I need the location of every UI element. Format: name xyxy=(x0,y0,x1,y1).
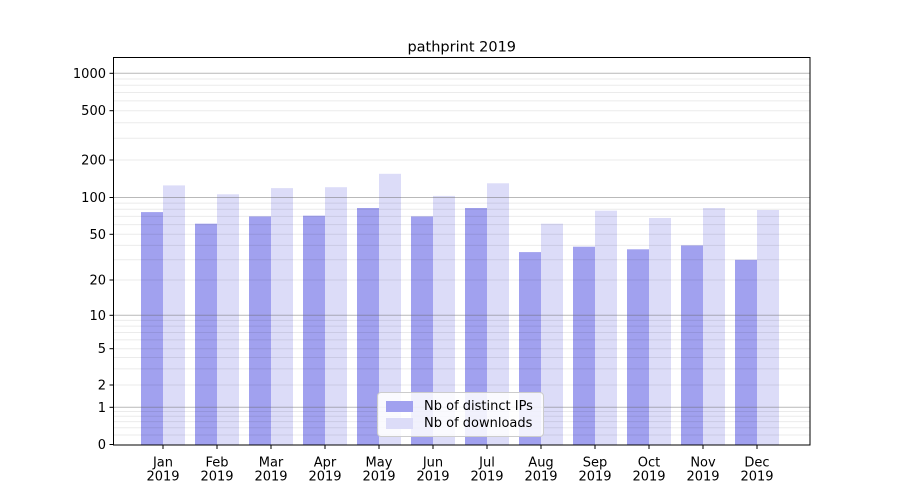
x-tick-label-month: Nov xyxy=(690,456,716,471)
x-tick-label-year: 2019 xyxy=(308,470,341,485)
bar-ips-dec xyxy=(735,259,757,445)
bar-ips-jun xyxy=(411,216,433,445)
x-tick-label-month: Apr xyxy=(314,456,337,471)
major-gridlines xyxy=(113,72,810,408)
x-tick-label-month: Oct xyxy=(638,456,660,471)
x-tick-label-year: 2019 xyxy=(632,470,665,485)
bar-ips-apr xyxy=(303,215,325,445)
bar-downloads-aug xyxy=(541,223,563,445)
y-tick-label: 200 xyxy=(81,154,106,169)
bar-ips-may xyxy=(357,208,379,445)
minor-gridlines xyxy=(113,78,810,436)
bar-downloads-dec xyxy=(757,210,779,445)
x-tick-label-year: 2019 xyxy=(686,470,719,485)
x-tick-label-month: Dec xyxy=(744,456,769,471)
legend: Nb of distinct IPs Nb of downloads xyxy=(377,392,544,437)
bar-downloads-feb xyxy=(217,194,239,445)
y-tick-label: 50 xyxy=(89,228,106,243)
x-tick-label-year: 2019 xyxy=(524,470,557,485)
bar-downloads-apr xyxy=(325,187,347,445)
y-tick-label: 2 xyxy=(98,379,106,394)
legend-row-downloads: Nb of downloads xyxy=(386,415,535,431)
x-tick-label-year: 2019 xyxy=(362,470,395,485)
y-tick-label: 1000 xyxy=(73,67,106,82)
bar-downloads-jan xyxy=(163,185,185,445)
bar-downloads-oct xyxy=(649,218,671,445)
y-tick-label: 5 xyxy=(98,342,106,357)
bar-ips-nov xyxy=(681,245,703,445)
bar-ips-mar xyxy=(249,216,271,445)
y-tick-label: 20 xyxy=(89,274,106,289)
bar-ips-jul xyxy=(465,208,487,445)
x-tick-label-month: Jan xyxy=(152,456,173,471)
bar-ips-jan xyxy=(141,212,163,445)
bar-ips-oct xyxy=(627,249,649,445)
x-tick-label-year: 2019 xyxy=(146,470,179,485)
y-tick-label: 500 xyxy=(81,104,106,119)
x-tick-label-month: Mar xyxy=(259,456,284,471)
bar-downloads-sep xyxy=(595,210,617,445)
x-tick-label-year: 2019 xyxy=(200,470,233,485)
bar-downloads-may xyxy=(379,173,401,446)
chart-title: pathprint 2019 xyxy=(407,40,516,56)
bar-downloads-mar xyxy=(271,188,293,445)
x-tick-label-year: 2019 xyxy=(578,470,611,485)
x-tick-label-month: Feb xyxy=(205,456,228,471)
y-tick-label: 10 xyxy=(89,309,106,324)
bar-downloads-jul xyxy=(487,183,509,446)
x-tick-label-year: 2019 xyxy=(416,470,449,485)
y-tick-label: 0 xyxy=(98,438,106,453)
bar-downloads-jun xyxy=(433,195,455,445)
x-tick-label-month: Sep xyxy=(583,456,608,471)
bar-ips-feb xyxy=(195,223,217,445)
x-tick-label-month: May xyxy=(366,456,393,471)
x-tick-label-month: Jul xyxy=(478,456,495,471)
legend-swatch-downloads xyxy=(386,417,413,429)
y-tick-label: 100 xyxy=(81,191,106,206)
axis-tick-labels: 10005002001005020105210Jan2019Feb2019Mar… xyxy=(73,67,774,485)
x-tick-label-year: 2019 xyxy=(254,470,287,485)
bars-layer xyxy=(141,173,779,446)
y-tick-label: 1 xyxy=(98,401,106,416)
bar-downloads-nov xyxy=(703,208,725,445)
legend-row-distinct-ips: Nb of distinct IPs xyxy=(386,398,535,414)
plot-frame xyxy=(113,57,811,446)
legend-label-downloads: Nb of downloads xyxy=(424,415,533,431)
bar-ips-sep xyxy=(573,246,595,445)
legend-label-distinct-ips: Nb of distinct IPs xyxy=(424,398,533,414)
x-tick-label-month: Jun xyxy=(422,456,443,471)
legend-swatch-distinct-ips xyxy=(386,400,413,412)
x-tick-label-year: 2019 xyxy=(740,470,773,485)
axis-ticks xyxy=(109,72,758,449)
x-tick-label-month: Aug xyxy=(528,456,553,471)
axes-frame xyxy=(113,57,811,446)
x-tick-label-year: 2019 xyxy=(470,470,503,485)
